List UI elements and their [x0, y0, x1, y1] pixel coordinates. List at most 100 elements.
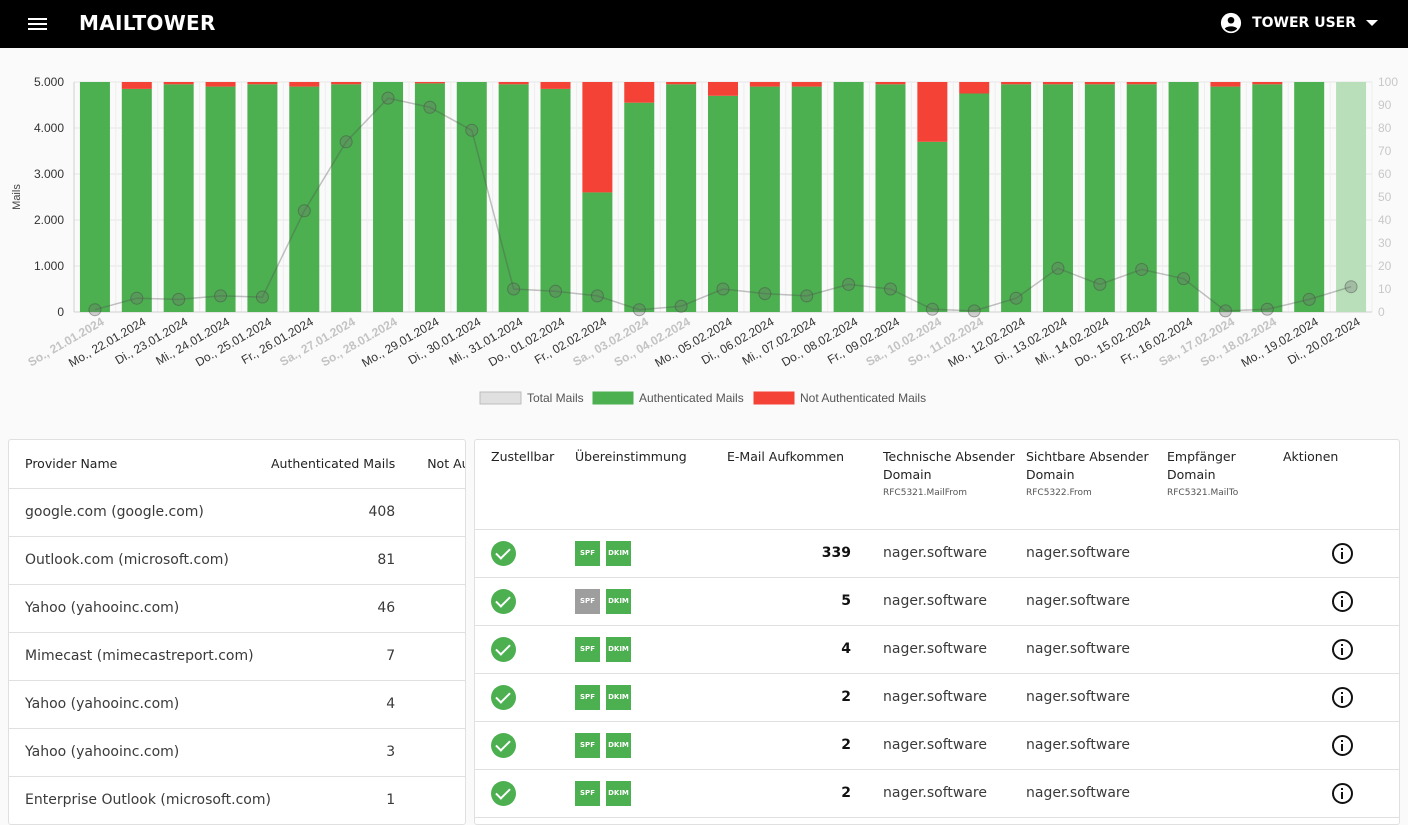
report-row[interactable]: SPF DKIM 4 nager.software nager.software [475, 625, 1399, 674]
actions-cell [1283, 625, 1399, 674]
bar-authenticated [1252, 84, 1283, 312]
report-row[interactable]: SPF DKIM 2 nager.software nager.software [475, 673, 1399, 722]
legend-swatch [753, 391, 795, 405]
bar-not-authenticated [875, 82, 906, 85]
info-outline-icon[interactable] [1331, 686, 1353, 708]
total-mails-point [1051, 261, 1065, 275]
header-not-authenticated-mails[interactable]: Not Authenticated Mails [395, 440, 465, 489]
bar-not-authenticated [1210, 82, 1241, 87]
provider-not-authenticated-count [395, 488, 465, 537]
legend-label: Not Authenticated Mails [800, 391, 926, 405]
report-row[interactable]: SPF DKIM 2 nager.software nager.software [475, 769, 1399, 818]
y-axis-title: Mails [11, 184, 23, 210]
total-mails-point [967, 304, 981, 318]
email-volume: 2 [725, 769, 851, 818]
bar-authenticated [163, 84, 194, 312]
report-row[interactable]: SPF DKIM 5 nager.software nager.software [475, 577, 1399, 626]
deliverable-cell [475, 529, 575, 578]
y-right-tick-label: 10 [1378, 282, 1392, 296]
technical-sender-domain: nager.software [851, 529, 1026, 578]
report-row[interactable]: SPF DKIM 2 nager.software nager.software [475, 721, 1399, 770]
total-mails-point [1135, 262, 1149, 276]
total-mails-point [297, 204, 311, 218]
bar-authenticated [414, 83, 445, 312]
total-mails-point [1260, 302, 1274, 316]
recipient-domain [1167, 673, 1283, 722]
actions-cell [1283, 721, 1399, 770]
info-outline-icon[interactable] [1331, 734, 1353, 756]
visible-sender-domain: nager.software [1026, 721, 1167, 770]
total-mails-point [674, 299, 688, 313]
header-recipient-domain-sub: RFC5321.MailTo [1167, 488, 1239, 498]
provider-row[interactable]: Enterprise Outlook (microsoft.com) 1 [9, 776, 465, 824]
check-circle-icon [491, 684, 516, 710]
total-mails-point [758, 287, 772, 301]
total-mails-point [883, 282, 897, 296]
actions-cell [1283, 577, 1399, 626]
menu-icon[interactable] [28, 15, 50, 33]
y-right-tick-label: 0 [1378, 305, 1385, 319]
recipient-domain [1167, 769, 1283, 818]
header-visible-sender-domain[interactable]: Sichtbare Absender Domain RFC5322.From [1026, 440, 1167, 530]
bar-authenticated [540, 88, 571, 313]
spf-badge: SPF [575, 540, 600, 566]
info-outline-icon[interactable] [1331, 590, 1353, 612]
total-mails-point [632, 303, 646, 317]
total-mails-line [94, 97, 1352, 312]
provider-name: Yahoo (yahooinc.com) [9, 728, 271, 777]
dkim-badge: DKIM [606, 588, 631, 614]
header-match[interactable]: Übereinstimmung [575, 440, 725, 530]
total-mails-point [465, 123, 479, 137]
account-circle-icon [1221, 12, 1242, 34]
header-technical-sender-domain[interactable]: Technische Absender Domain RFC5321.MailF… [851, 440, 1026, 530]
provider-row[interactable]: Yahoo (yahooinc.com) 46 [9, 584, 465, 633]
report-row[interactable]: SPF DKIM 339 nager.software nager.software [475, 529, 1399, 578]
header-authenticated-mails[interactable]: Authenticated Mails [270, 440, 396, 489]
y-right-tick-label: 50 [1378, 190, 1392, 204]
provider-row[interactable]: Outlook.com (microsoft.com) 81 [9, 536, 465, 585]
header-deliverable[interactable]: Zustellbar [475, 440, 575, 530]
technical-sender-domain: nager.software [851, 673, 1026, 722]
check-circle-icon [491, 732, 516, 758]
match-cell: SPF DKIM [575, 625, 725, 674]
provider-not-authenticated-count [395, 776, 465, 824]
provider-authenticated-count: 4 [270, 680, 396, 729]
report-table: Zustellbar Übereinstimmung E-Mail Aufkom… [475, 440, 1399, 818]
bar-authenticated [456, 82, 487, 312]
bar-authenticated [791, 86, 822, 312]
bar-authenticated [121, 88, 152, 313]
header-provider-name[interactable]: Provider Name [9, 440, 271, 489]
user-menu-button[interactable]: TOWER USER [1220, 12, 1378, 34]
deliverable-cell [475, 673, 575, 722]
provider-not-authenticated-count [395, 632, 465, 681]
bar-authenticated [582, 192, 613, 312]
info-outline-icon[interactable] [1331, 638, 1353, 660]
arrow-drop-down-icon [1366, 20, 1378, 26]
info-outline-icon[interactable] [1331, 782, 1353, 804]
provider-row[interactable]: google.com (google.com) 408 [9, 488, 465, 537]
bar-not-authenticated [205, 82, 236, 87]
bar-authenticated [1294, 82, 1325, 312]
provider-row[interactable]: Yahoo (yahooinc.com) 3 [9, 728, 465, 777]
header-recipient-domain[interactable]: Empfänger Domain RFC5321.MailTo [1167, 440, 1283, 530]
top-app-bar: MAILTOWER TOWER USER [0, 0, 1408, 48]
bar-authenticated [289, 86, 320, 312]
visible-sender-domain: nager.software [1026, 529, 1167, 578]
header-volume[interactable]: E-Mail Aufkommen [725, 440, 851, 530]
provider-authenticated-count: 7 [270, 632, 396, 681]
bar-authenticated [373, 82, 404, 312]
provider-name: Yahoo (yahooinc.com) [9, 584, 271, 633]
provider-row[interactable]: Yahoo (yahooinc.com) 4 [9, 680, 465, 729]
match-cell: SPF DKIM [575, 769, 725, 818]
bar-authenticated [833, 82, 864, 312]
total-mails-point [590, 289, 604, 303]
total-mails-point [130, 291, 144, 305]
report-table-card: Zustellbar Übereinstimmung E-Mail Aufkom… [474, 439, 1400, 825]
provider-table-header: Provider Name Authenticated Mails Not Au… [9, 440, 465, 489]
bar-authenticated [1210, 86, 1241, 312]
provider-row[interactable]: Mimecast (mimecastreport.com) 7 [9, 632, 465, 681]
total-mails-point [1218, 304, 1232, 318]
dkim-badge: DKIM [606, 684, 631, 710]
technical-sender-domain: nager.software [851, 577, 1026, 626]
info-outline-icon[interactable] [1331, 542, 1353, 564]
